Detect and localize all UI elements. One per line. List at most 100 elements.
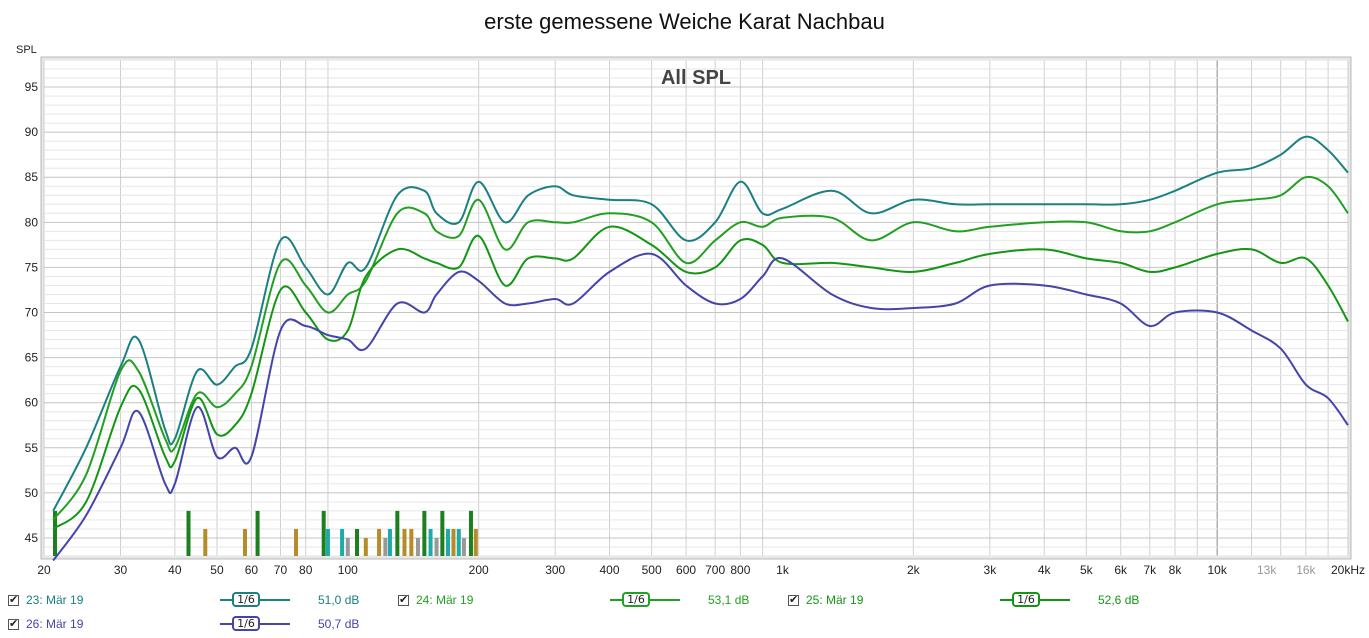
x-tick-label: 100 <box>338 563 358 577</box>
marker-bar <box>203 528 208 556</box>
legend-smoothing-26[interactable]: 1/6 <box>220 614 290 634</box>
y-axis-label: SPL <box>16 44 37 56</box>
legend: 23: Mär 19 1/6 51,0 dB 24: Mär 19 1/6 53… <box>0 588 1369 638</box>
x-tick-label: 60 <box>245 563 259 577</box>
y-tick-label: 60 <box>25 396 39 410</box>
marker-bar <box>242 528 247 556</box>
marker-bar <box>52 510 57 556</box>
marker-bar <box>445 528 450 556</box>
marker-bar <box>383 537 388 556</box>
marker-bar <box>409 528 414 556</box>
spl-chart[interactable]: 20 30 40 50 60 70 80 100 200 300 400 500 600 700 800 1k… <box>0 0 1369 588</box>
chart-title: erste gemessene Weiche Karat Nachbau <box>484 9 885 34</box>
legend-label-24: 24: Mär 19 <box>416 593 474 607</box>
legend-smoothing-24[interactable]: 1/6 <box>610 590 680 610</box>
x-tick-label: 6k <box>1114 563 1128 577</box>
x-tick-label: 20kHz <box>1331 563 1365 577</box>
marker-bar <box>363 537 368 556</box>
marker-bar <box>422 510 427 556</box>
marker-bar <box>415 537 420 556</box>
legend-item-23[interactable]: 23: Mär 19 <box>8 590 83 610</box>
marker-bar <box>355 528 360 556</box>
y-tick-label: 75 <box>25 260 39 274</box>
marker-bar <box>377 528 382 556</box>
x-tick-label: 500 <box>642 563 662 577</box>
x-tick-label: 80 <box>299 563 313 577</box>
series-line-1[interactable] <box>52 135 1349 512</box>
legend-checkbox-23[interactable] <box>8 593 19 606</box>
x-tick-label: 70 <box>274 563 288 577</box>
y-tick-label: 45 <box>25 531 39 545</box>
x-tick-label: 2k <box>907 563 921 577</box>
plot-area[interactable] <box>44 60 1348 556</box>
x-tick-label: 1k <box>776 563 790 577</box>
x-tick-label: 600 <box>676 563 696 577</box>
x-tick-label: 7k <box>1143 563 1157 577</box>
x-tick-label: 40 <box>168 563 182 577</box>
y-tick-label: 55 <box>25 441 39 455</box>
marker-bar <box>468 510 473 556</box>
smoothing-label: 1/6 <box>232 592 260 607</box>
y-tick-label: 50 <box>25 486 39 500</box>
legend-smoothing-25[interactable]: 1/6 <box>1000 590 1070 610</box>
y-tick-label: 80 <box>25 215 39 229</box>
chart-subtitle: All SPL <box>661 67 731 89</box>
x-tick-label: 8k <box>1169 563 1183 577</box>
legend-smoothing-23[interactable]: 1/6 <box>220 590 290 610</box>
marker-bar <box>451 528 456 556</box>
y-tick-label: 95 <box>25 80 39 94</box>
marker-bar <box>387 528 392 556</box>
marker-bar <box>461 537 466 556</box>
marker-bar <box>255 510 260 556</box>
x-tick-label: 10k <box>1207 563 1227 577</box>
x-tick-label: 20 <box>37 563 51 577</box>
series-line-3[interactable] <box>52 225 1349 530</box>
x-tick-label: 4k <box>1038 563 1052 577</box>
marker-bar <box>440 510 445 556</box>
smoothing-label: 1/6 <box>1012 592 1040 607</box>
series-line-4[interactable] <box>52 252 1349 562</box>
x-tick-label: 16k <box>1296 563 1316 577</box>
y-tick-label: 90 <box>25 125 39 139</box>
x-tick-label: 3k <box>984 563 998 577</box>
marker-bar <box>321 510 326 556</box>
marker-bar <box>402 528 407 556</box>
marker-bar <box>473 528 478 556</box>
legend-level-26: 50,7 dB <box>318 617 360 631</box>
series-line-2[interactable] <box>52 175 1349 521</box>
legend-level-25: 52,6 dB <box>1098 593 1140 607</box>
legend-item-25[interactable]: 25: Mär 19 <box>788 590 863 610</box>
marker-bar <box>294 528 299 556</box>
smoothing-label: 1/6 <box>622 592 650 607</box>
legend-checkbox-24[interactable] <box>398 593 409 606</box>
marker-bar <box>340 528 345 556</box>
x-tick-label: 400 <box>599 563 619 577</box>
x-tick-label: 800 <box>730 563 750 577</box>
marker-bar <box>186 510 191 556</box>
smoothing-label: 1/6 <box>232 616 260 631</box>
x-tick-label: 700 <box>705 563 725 577</box>
legend-checkbox-26[interactable] <box>8 617 19 630</box>
x-tick-label: 300 <box>545 563 565 577</box>
marker-bar <box>434 537 439 556</box>
marker-bar <box>395 510 400 556</box>
y-tick-label: 70 <box>25 306 39 320</box>
x-tick-label: 5k <box>1080 563 1094 577</box>
legend-label-26: 26: Mär 19 <box>26 617 84 631</box>
x-tick-label: 50 <box>210 563 224 577</box>
marker-bar <box>345 537 350 556</box>
marker-bar <box>456 528 461 556</box>
x-tick-label: 200 <box>469 563 489 577</box>
x-tick-label: 30 <box>114 563 128 577</box>
legend-level-23: 51,0 dB <box>318 593 360 607</box>
legend-label-23: 23: Mär 19 <box>26 593 84 607</box>
y-tick-label: 65 <box>25 351 39 365</box>
y-tick-label: 85 <box>25 170 39 184</box>
marker-bar <box>428 528 433 556</box>
legend-item-26[interactable]: 26: Mär 19 <box>8 614 83 634</box>
legend-level-24: 53,1 dB <box>708 593 750 607</box>
legend-item-24[interactable]: 24: Mär 19 <box>398 590 473 610</box>
legend-label-25: 25: Mär 19 <box>806 593 864 607</box>
legend-checkbox-25[interactable] <box>788 593 799 606</box>
marker-bar <box>325 528 330 556</box>
